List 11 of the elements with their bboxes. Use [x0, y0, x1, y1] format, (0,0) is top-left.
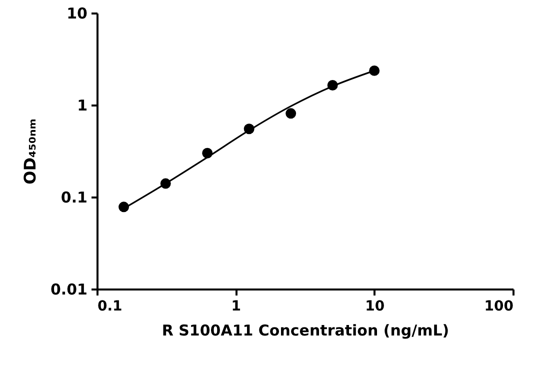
x-tick-label: 10 — [365, 298, 385, 314]
x-tick-label: 1 — [231, 298, 242, 314]
x-axis-title: R S100A11 Concentration (ng/mL) — [162, 322, 450, 340]
x-tick-label: 0.1 — [98, 298, 122, 314]
y-tick-label: 10 — [66, 4, 88, 22]
point — [286, 108, 296, 119]
y-tick-label: 1 — [77, 96, 88, 114]
x-tick-label: 100 — [484, 298, 514, 314]
y-axis-title: OD₄₅₀ₙₘ — [20, 118, 40, 184]
y-tick-label: 0.01 — [50, 280, 88, 298]
y-tick-label: 0.1 — [60, 188, 88, 206]
